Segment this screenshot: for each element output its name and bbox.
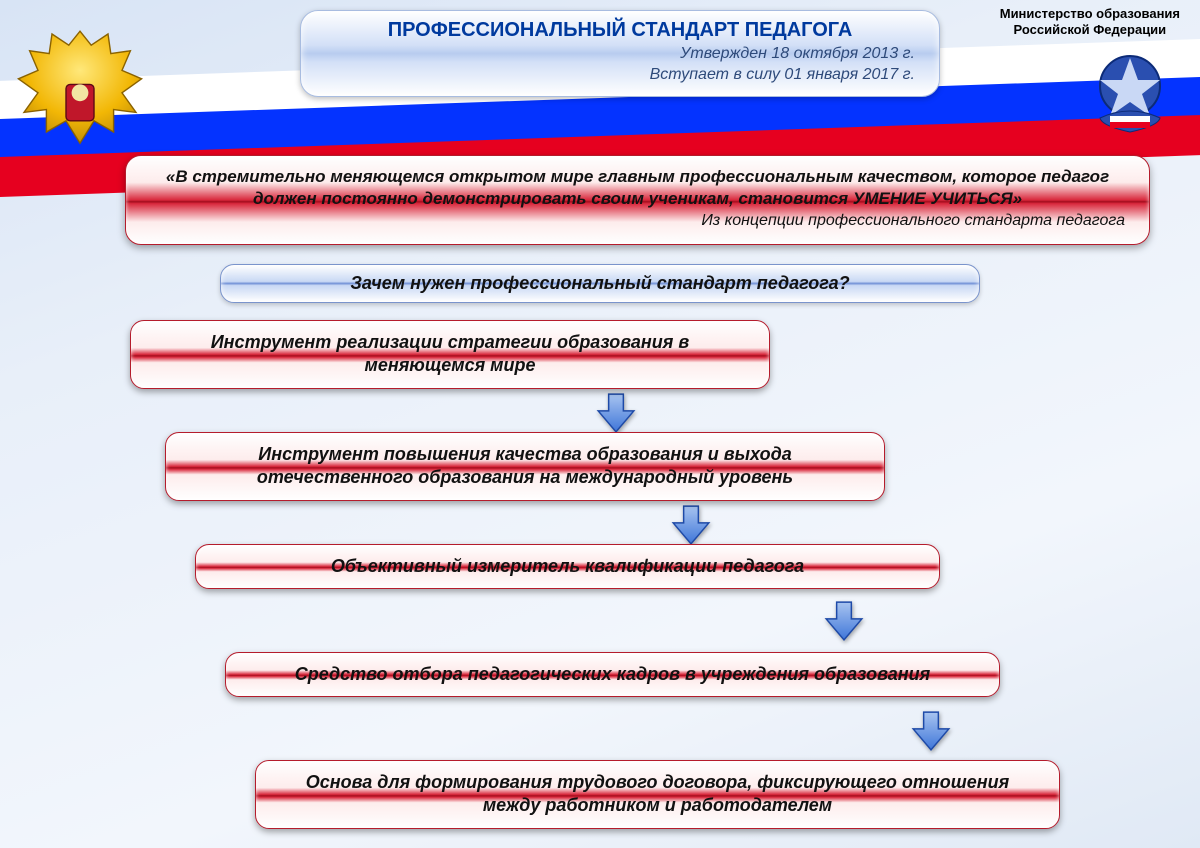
flow-box-2: Инструмент повышения качества образовани… [165,432,885,501]
effective-date: Вступает в силу 01 января 2017 г. [325,65,915,86]
flow-box-5: Основа для формирования трудового догово… [255,760,1060,829]
flow-box-4: Средство отбора педагогических кадров в … [225,652,1000,697]
flow-box-3: Объективный измеритель квалификации педа… [195,544,940,589]
main-title: ПРОФЕССИОНАЛЬНЫЙ СТАНДАРТ ПЕДАГОГА [325,19,915,42]
ministry-label: Министерство образования Российской Феде… [1000,6,1180,37]
title-box: ПРОФЕССИОНАЛЬНЫЙ СТАНДАРТ ПЕДАГОГА Утвер… [300,10,940,97]
ministry-line2: Российской Федерации [1000,22,1180,38]
coat-of-arms-rf-icon [10,20,150,160]
quote-source: Из концепции профессионального стандарта… [150,212,1125,230]
quote-box: «В стремительно меняющемся открытом мире… [125,155,1150,245]
down-arrow-icon [670,504,712,546]
flow-box-1: Инструмент реализации стратегии образова… [130,320,770,389]
down-arrow-icon [823,600,865,642]
ministry-line1: Министерство образования [1000,6,1180,22]
approved-date: Утвержден 18 октября 2013 г. [325,44,915,65]
down-arrow-icon [595,392,637,434]
quote-text: «В стремительно меняющемся открытом мире… [150,166,1125,210]
down-arrow-icon [910,710,952,752]
ministry-emblem-icon [1080,40,1180,140]
question-box: Зачем нужен профессиональный стандарт пе… [220,264,980,303]
